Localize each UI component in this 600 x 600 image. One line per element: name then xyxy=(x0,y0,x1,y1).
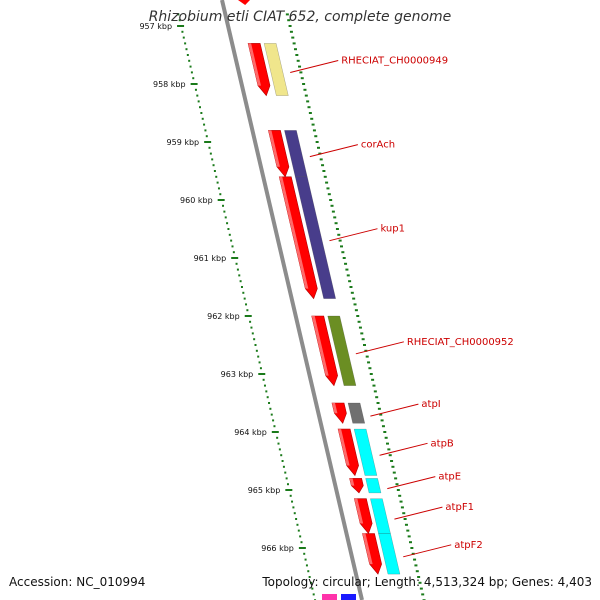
gene-label: kup1 xyxy=(380,224,405,235)
cds-arrow-highlight xyxy=(338,429,350,466)
gene-features xyxy=(238,0,401,575)
cog-block xyxy=(378,533,401,575)
gene-label: atpI xyxy=(421,399,440,410)
genome-summary: Topology: circular; Length: 4,513,324 bp… xyxy=(262,575,592,589)
cds-arrow-highlight xyxy=(268,130,280,167)
cds-arrow-highlight xyxy=(248,43,261,86)
accession-label: Accession: NC_010994 xyxy=(9,575,146,589)
ruler-label: 961 kbp xyxy=(194,254,227,263)
gene-callout-line xyxy=(329,228,378,242)
cds-arrow-highlight xyxy=(279,176,309,289)
gene-label: atpF2 xyxy=(454,540,483,551)
ruler-label: 965 kbp xyxy=(248,486,281,495)
gene-label: atpE xyxy=(438,472,461,483)
gene-callout-line xyxy=(394,506,443,520)
gene-callout-line xyxy=(370,403,419,417)
gene-callout-line xyxy=(403,544,452,558)
gene-callout-line xyxy=(355,341,404,355)
adjacent-features xyxy=(322,594,356,600)
ruler-major-ticks xyxy=(177,25,306,549)
gene-labels: RHECIAT_CH0000949 corAch kup1 RHECIAT_CH000… xyxy=(290,56,514,558)
ruler-label: 964 kbp xyxy=(234,428,267,437)
map-title: Rhizobium etli CIAT 652, complete genome xyxy=(148,9,452,25)
cog-block xyxy=(353,428,378,476)
cog-block xyxy=(347,402,366,424)
edge-feature-top xyxy=(238,0,250,5)
gene-label: atpB xyxy=(431,438,454,449)
ruler-label: 962 kbp xyxy=(207,312,240,321)
ruler-label: 959 kbp xyxy=(167,138,200,147)
genome-backbone xyxy=(220,0,364,600)
ruler-label: 966 kbp xyxy=(261,544,294,553)
cds-arrow-highlight xyxy=(362,533,373,565)
gene-callout-line xyxy=(290,60,339,73)
gene-label: RHECIAT_CH0000949 xyxy=(341,56,448,67)
edge-feature-magenta xyxy=(322,594,337,600)
gene-callout-line xyxy=(379,442,428,456)
ruler-label: 960 kbp xyxy=(180,196,213,205)
ruler-labels: 957 kbp 958 kbp 959 kbp 960 kbp 961 kbp 962 k… xyxy=(139,22,293,553)
gene-label: RHECIAT_CH0000952 xyxy=(407,337,514,348)
cds-arrow-highlight xyxy=(354,498,364,524)
ruler-label: 957 kbp xyxy=(139,22,172,31)
cds-arrow-highlight xyxy=(349,478,355,486)
gene-label: corAch xyxy=(361,140,395,151)
cog-block xyxy=(327,315,357,386)
cog-block xyxy=(370,498,391,534)
cds-arrow-highlight xyxy=(311,316,329,376)
cds-arrow-highlight xyxy=(332,403,338,414)
ruler-minor-ticks xyxy=(177,13,426,600)
gene-callout-line xyxy=(309,144,358,158)
cog-block xyxy=(295,176,336,299)
cog-block xyxy=(263,43,289,96)
cog-block xyxy=(365,478,382,494)
ruler-label: 963 kbp xyxy=(221,370,254,379)
ruler-label: 958 kbp xyxy=(153,80,186,89)
gene-callout-line xyxy=(387,476,436,490)
gene-label: atpF1 xyxy=(445,502,474,513)
edge-feature-blue xyxy=(341,594,356,600)
